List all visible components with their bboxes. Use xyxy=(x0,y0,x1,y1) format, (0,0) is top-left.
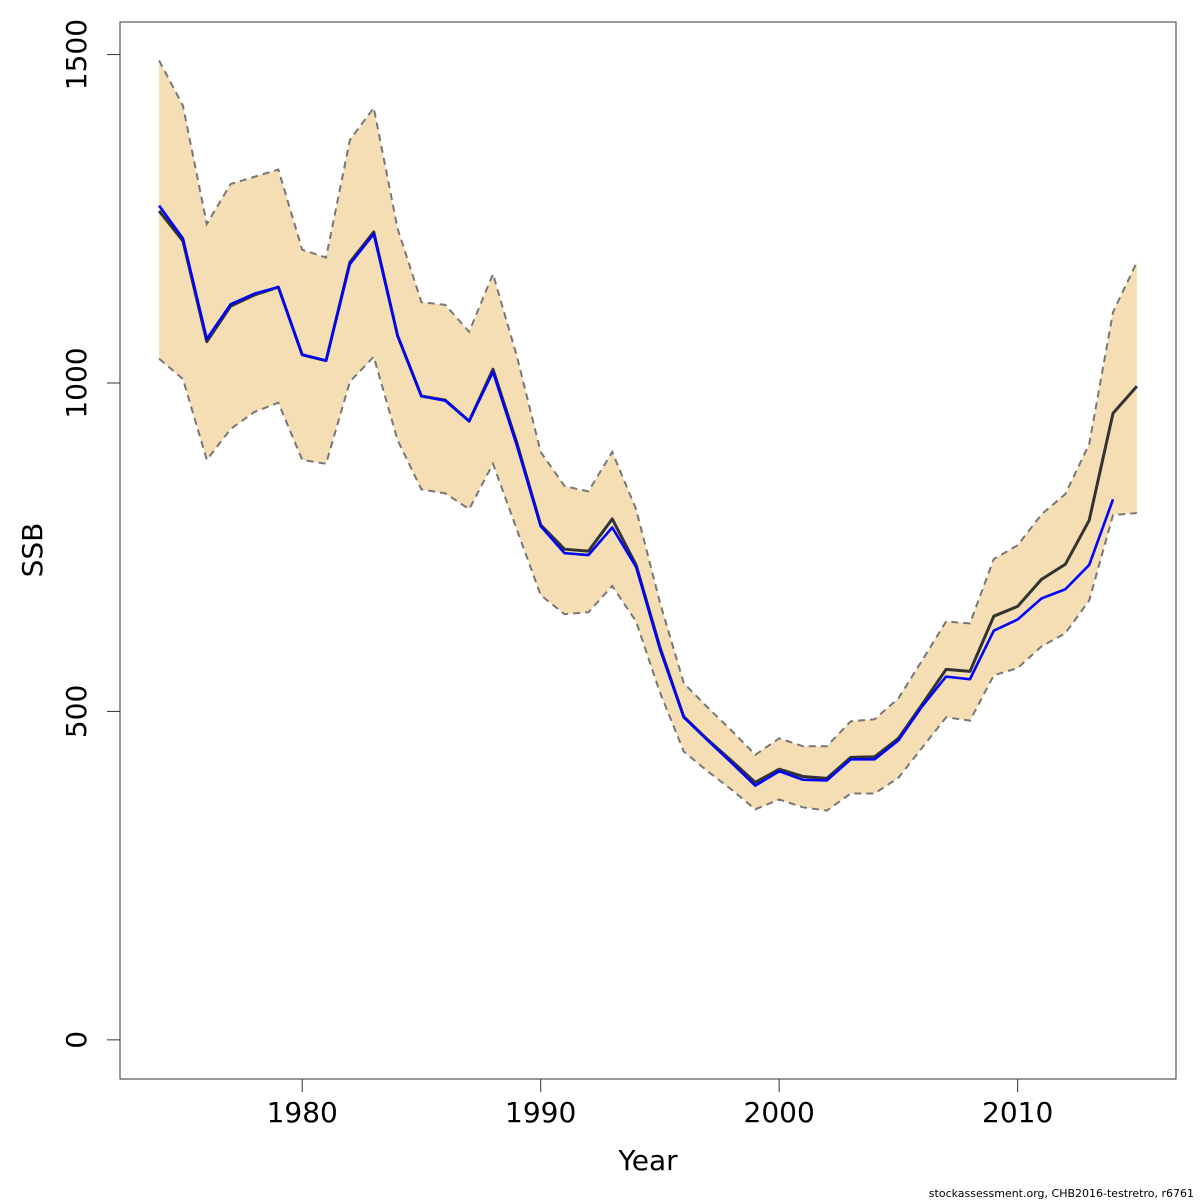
y-tick-label: 1500 xyxy=(60,19,93,90)
y-tick-label: 0 xyxy=(60,1031,93,1049)
band-lower-line xyxy=(158,354,1137,812)
caption: stockassessment.org, CHB2016-testretro, … xyxy=(929,1187,1194,1200)
x-axis-title: Year xyxy=(617,1144,678,1177)
x-tick-label: 1980 xyxy=(267,1096,338,1129)
y-tick-label: 500 xyxy=(60,685,93,738)
x-tick-label: 2010 xyxy=(982,1096,1053,1129)
y-tick-label: 1000 xyxy=(60,347,93,418)
x-tick-label: 1990 xyxy=(505,1096,576,1129)
series-line xyxy=(158,204,1115,787)
band-upper-line xyxy=(158,60,1138,757)
y-axis-title: SSB xyxy=(16,523,49,578)
x-tick-label: 2000 xyxy=(744,1096,815,1129)
confidence-band xyxy=(159,60,1137,811)
